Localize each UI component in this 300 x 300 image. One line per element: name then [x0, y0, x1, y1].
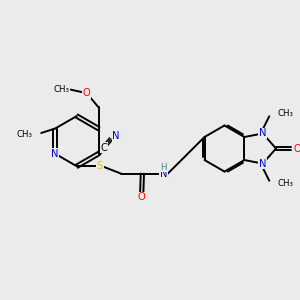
Text: O: O	[83, 88, 91, 98]
Text: CH₃: CH₃	[278, 110, 293, 118]
Text: CH₃: CH₃	[53, 85, 69, 94]
Text: N: N	[160, 169, 167, 178]
Text: C: C	[100, 142, 107, 152]
Text: N: N	[51, 149, 59, 159]
Text: O: O	[138, 192, 146, 202]
Text: CH₃: CH₃	[278, 178, 293, 188]
Text: N: N	[259, 159, 266, 169]
Text: O: O	[293, 143, 300, 154]
Text: S: S	[97, 161, 103, 171]
Text: N: N	[259, 128, 266, 139]
Text: CH₃: CH₃	[16, 130, 32, 139]
Text: N: N	[112, 131, 120, 141]
Text: methoxy: methoxy	[62, 88, 68, 90]
Text: H: H	[160, 163, 167, 172]
